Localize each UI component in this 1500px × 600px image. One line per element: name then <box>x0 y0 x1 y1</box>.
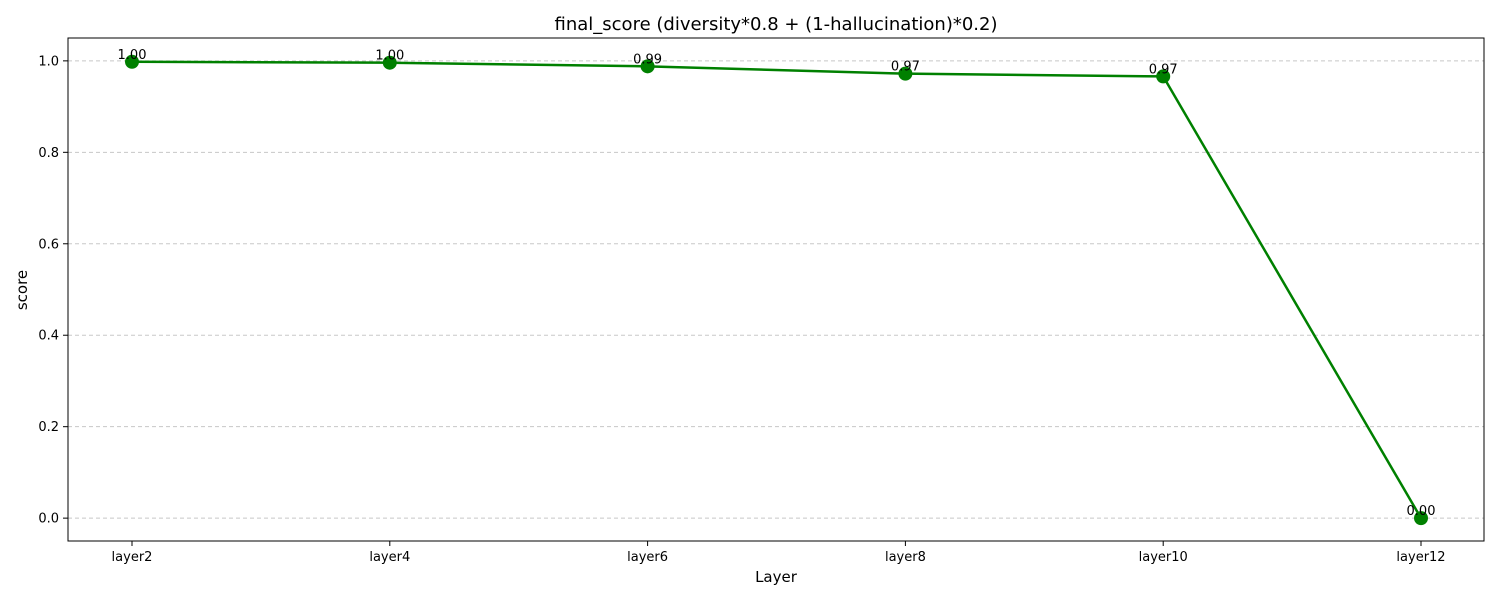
y-tick-label: 0.2 <box>38 420 59 435</box>
x-tick-label: layer12 <box>1396 550 1445 565</box>
data-label: 0.97 <box>1149 62 1178 77</box>
y-tick-label: 1.0 <box>38 54 59 69</box>
data-point <box>640 59 655 74</box>
data-label: 0.00 <box>1407 504 1436 519</box>
series-line <box>131 60 1423 519</box>
data-point <box>125 54 139 69</box>
x-tick-label: layer10 <box>1139 550 1188 565</box>
data-label: 0.99 <box>633 52 662 67</box>
y-tick-label: 0.6 <box>38 237 59 252</box>
x-axis-ticks: layer2 layer4 layer6 layer8 layer10 layer12 <box>112 541 1446 565</box>
x-tick-label: layer6 <box>627 550 668 565</box>
data-label: 1.00 <box>375 49 404 64</box>
y-tick-label: 0.0 <box>38 512 59 527</box>
x-tick-label: layer8 <box>885 550 926 565</box>
data-point <box>1156 69 1171 84</box>
y-tick-label: 0.4 <box>38 329 59 344</box>
plot-area-frame <box>67 37 1485 542</box>
data-label: 0.97 <box>891 60 920 75</box>
data-point <box>1414 511 1428 526</box>
y-axis-label: score <box>13 270 31 310</box>
series-group: 1.00 1.00 0.99 0.97 0.97 0.00 <box>118 48 1436 526</box>
data-point <box>898 66 913 81</box>
data-label: 1.00 <box>118 48 147 63</box>
y-tick-label: 0.8 <box>38 146 59 161</box>
x-axis-label: Layer <box>755 568 798 586</box>
y-axis-ticks: 0.0 0.2 0.4 0.6 0.8 1.0 <box>38 54 68 527</box>
x-tick-label: layer4 <box>369 550 410 565</box>
x-tick-label: layer2 <box>112 550 153 565</box>
data-point <box>382 55 397 70</box>
chart-title: final_score (diversity*0.8 + (1-hallucin… <box>555 14 998 35</box>
grid-lines <box>68 60 1484 519</box>
